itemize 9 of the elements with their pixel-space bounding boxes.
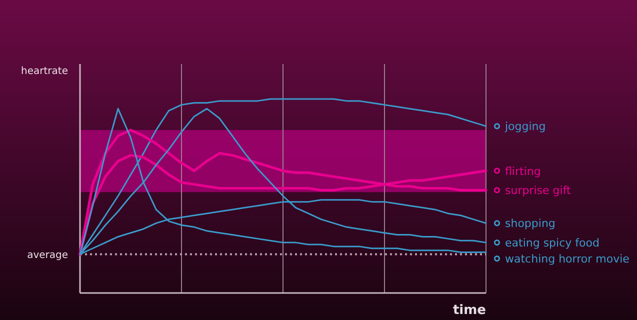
legend-label: watching horror movie (505, 252, 630, 266)
y-axis-title: heartrate (21, 66, 68, 77)
legend-label: surprise gift (505, 184, 572, 198)
legend-label: eating spicy food (505, 236, 600, 250)
legend-label: flirting (505, 164, 541, 178)
legend-label: shopping (505, 217, 556, 230)
legend-label: jogging (504, 120, 546, 134)
ref-line-label: average (27, 250, 68, 262)
x-axis-title: time (452, 303, 486, 318)
